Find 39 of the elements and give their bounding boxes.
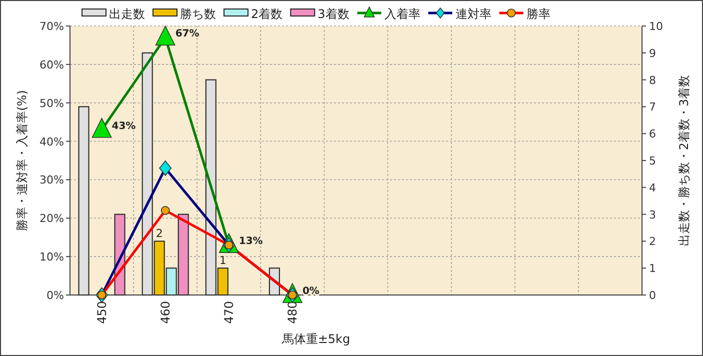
y-tick-label: 70% (40, 20, 64, 33)
y-tick-label: 0% (46, 289, 64, 302)
data-label: 43% (112, 120, 136, 132)
y2-tick-label: 10 (649, 20, 663, 33)
legend-label: 勝率 (526, 7, 550, 21)
y2-tick-label: 7 (649, 100, 656, 114)
data-label: 2 (156, 227, 163, 240)
data-label: 13% (238, 236, 263, 248)
y2-tick-label: 4 (649, 181, 656, 194)
x-tick-label: 460 (158, 301, 172, 324)
y-tick-label: 20% (40, 212, 64, 226)
legend-label: 連対率 (455, 7, 492, 21)
y-axis-title: 勝率・連対率・入着率(%) (15, 90, 29, 231)
legend-label: 3着数 (318, 7, 350, 21)
y2-tick-label: 8 (649, 74, 656, 87)
y2-tick-label: 3 (649, 208, 656, 222)
y-tick-label: 40% (40, 135, 64, 148)
bar (78, 106, 90, 296)
legend-label: 入着率 (384, 7, 420, 21)
y2-tick-label: 2 (649, 235, 656, 248)
y2-tick-label: 5 (649, 154, 656, 168)
y2-axis-title: 出走数・勝ち数・2着数・3着数 (677, 74, 691, 246)
y2-tick-label: 6 (649, 128, 656, 141)
data-label: 0% (302, 286, 320, 297)
y-tick-label: 60% (40, 58, 64, 72)
legend-label: 出走数 (109, 7, 145, 21)
legend-label: 勝ち数 (180, 7, 216, 21)
x-tick-label: 450 (94, 301, 109, 324)
y-tick-label: 30% (40, 174, 64, 187)
y2-tick-label: 9 (649, 46, 656, 60)
y2-tick-label: 1 (649, 262, 656, 276)
y2-tick-label: 0 (649, 289, 656, 302)
legend-label: 2着数 (251, 7, 283, 21)
data-label: 67% (175, 28, 200, 40)
x-tick-label: 470 (222, 301, 236, 324)
x-axis-title: 馬体重±5kg (280, 332, 350, 346)
data-label: 1 (219, 254, 226, 268)
y-tick-label: 10% (40, 250, 64, 264)
y-tick-label: 50% (40, 96, 64, 110)
